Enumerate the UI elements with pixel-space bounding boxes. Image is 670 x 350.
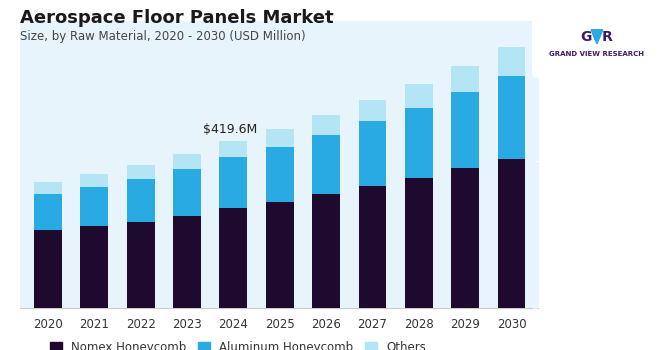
Bar: [80, 187, 108, 226]
Bar: [34, 230, 62, 308]
Bar: [34, 182, 62, 194]
Bar: [220, 158, 247, 208]
Legend: Nomex Honeycomb, Aluminum Honeycomb, Others: Nomex Honeycomb, Aluminum Honeycomb, Oth…: [50, 341, 427, 350]
Bar: [452, 66, 479, 92]
Bar: [405, 84, 433, 108]
Bar: [173, 216, 201, 308]
Text: Aerospace Floor Panels Market: Aerospace Floor Panels Market: [20, 9, 334, 27]
Bar: [173, 169, 201, 216]
Bar: [80, 226, 108, 308]
Text: $419.6M: $419.6M: [203, 122, 257, 135]
Bar: [312, 194, 340, 308]
Text: GRAND VIEW RESEARCH: GRAND VIEW RESEARCH: [549, 51, 645, 57]
FancyBboxPatch shape: [533, 4, 661, 77]
Bar: [127, 179, 155, 222]
Bar: [266, 202, 293, 308]
Text: Source:
www.grandviewresearch.com: Source: www.grandviewresearch.com: [531, 305, 644, 326]
Bar: [452, 92, 479, 168]
Bar: [498, 47, 525, 76]
Bar: [452, 168, 479, 308]
Bar: [405, 108, 433, 178]
Bar: [220, 208, 247, 308]
Bar: [266, 147, 293, 202]
Bar: [358, 99, 387, 121]
Bar: [358, 187, 387, 308]
Bar: [127, 165, 155, 179]
Bar: [80, 174, 108, 187]
Text: 5.2%: 5.2%: [562, 130, 632, 154]
Bar: [220, 141, 247, 158]
Text: Global Market CAGR,
2024 - 2030: Global Market CAGR, 2024 - 2030: [543, 177, 651, 201]
Bar: [312, 135, 340, 194]
Text: Size, by Raw Material, 2020 - 2030 (USD Million): Size, by Raw Material, 2020 - 2030 (USD …: [20, 30, 306, 43]
Bar: [498, 76, 525, 159]
Bar: [127, 222, 155, 308]
Bar: [312, 115, 340, 135]
Bar: [498, 159, 525, 308]
Polygon shape: [591, 30, 603, 44]
Bar: [173, 154, 201, 169]
Bar: [34, 194, 62, 230]
Text: GVR: GVR: [580, 30, 614, 44]
Bar: [358, 121, 387, 187]
Bar: [405, 178, 433, 308]
Bar: [266, 129, 293, 147]
